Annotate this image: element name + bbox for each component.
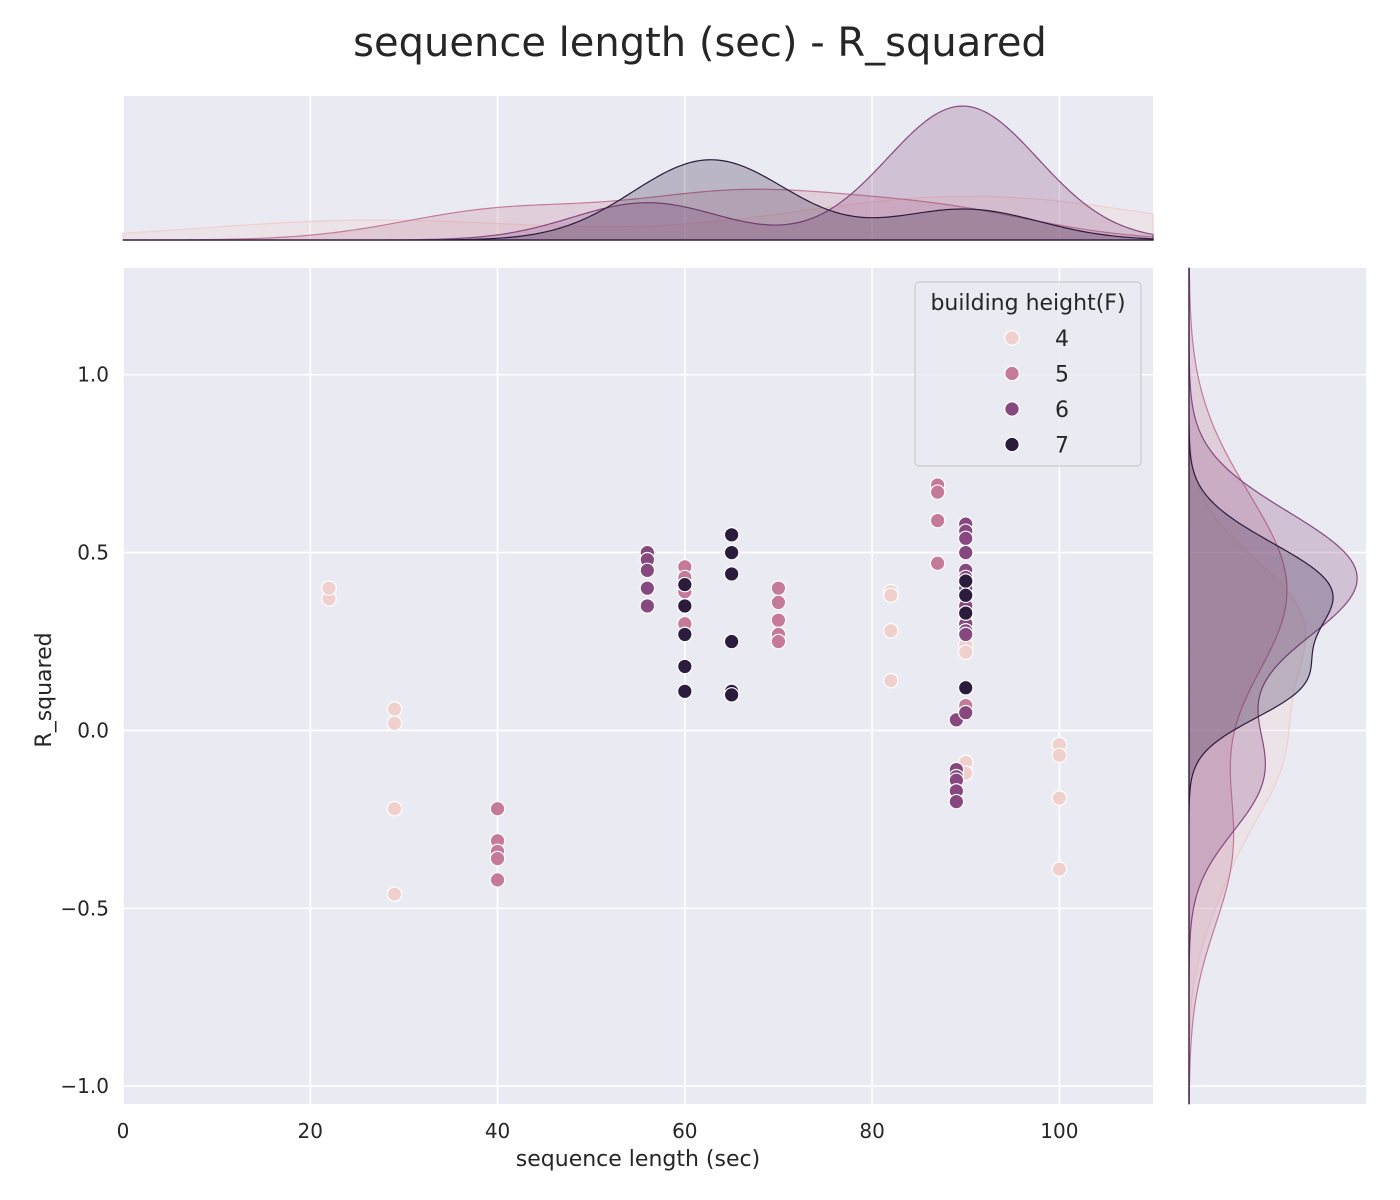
data-point bbox=[489, 872, 506, 888]
data-point bbox=[883, 623, 899, 639]
series-5 bbox=[489, 477, 974, 888]
data-point bbox=[677, 658, 693, 675]
x-tick-label: 100 bbox=[1040, 1119, 1078, 1143]
top-kde-5 bbox=[122, 188, 1154, 241]
right-kde-5 bbox=[1188, 267, 1288, 1105]
x-tick-label: 40 bbox=[485, 1119, 510, 1143]
right-marginal-kde bbox=[1188, 267, 1366, 1105]
data-point bbox=[770, 633, 787, 650]
data-point bbox=[929, 512, 946, 529]
data-point bbox=[883, 672, 899, 689]
series-7 bbox=[677, 527, 974, 703]
right-kde-7 bbox=[1188, 268, 1334, 1104]
legend-label: 5 bbox=[1055, 363, 1069, 388]
data-point bbox=[1051, 747, 1068, 764]
legend-title: building height(F) bbox=[930, 291, 1125, 316]
data-point bbox=[723, 544, 740, 561]
x-tick-label: 20 bbox=[298, 1119, 323, 1143]
data-point bbox=[957, 644, 974, 661]
data-point bbox=[929, 555, 946, 572]
data-point bbox=[957, 587, 974, 604]
y-tick-label: 0.0 bbox=[77, 718, 109, 742]
top-kde-7 bbox=[123, 159, 1154, 241]
legend: building height(F) 4 5 6 7 bbox=[914, 281, 1142, 467]
data-point bbox=[723, 527, 740, 543]
y-tick-label: −0.5 bbox=[60, 896, 109, 920]
data-point bbox=[723, 633, 740, 650]
data-point bbox=[386, 715, 403, 732]
data-point bbox=[957, 626, 974, 643]
data-point bbox=[639, 562, 656, 579]
data-point bbox=[639, 580, 656, 596]
x-tick-label: 0 bbox=[117, 1119, 130, 1143]
legend-marker bbox=[1004, 365, 1020, 382]
legend-marker bbox=[1004, 401, 1020, 417]
x-tick-label: 60 bbox=[672, 1119, 697, 1143]
y-tick-label: 1.0 bbox=[77, 363, 109, 387]
legend-label: 6 bbox=[1055, 398, 1069, 423]
data-point bbox=[770, 612, 787, 628]
data-point bbox=[321, 580, 337, 596]
data-point bbox=[770, 594, 787, 611]
data-point bbox=[957, 704, 974, 721]
y-axis-label: R_squared bbox=[32, 632, 57, 747]
data-point bbox=[948, 793, 965, 810]
data-point bbox=[489, 850, 506, 867]
data-point bbox=[386, 701, 403, 717]
data-point bbox=[386, 886, 403, 902]
right-marginal-area bbox=[1189, 268, 1366, 1104]
data-point bbox=[677, 576, 693, 593]
data-point bbox=[957, 530, 974, 547]
top-marginal-kde bbox=[122, 96, 1154, 241]
data-point bbox=[770, 580, 787, 596]
y-tick-label: 0.5 bbox=[77, 541, 109, 565]
data-point bbox=[386, 800, 403, 817]
legend-label: 7 bbox=[1055, 434, 1069, 459]
data-point bbox=[677, 683, 693, 700]
data-point bbox=[639, 598, 656, 614]
legend-label: 4 bbox=[1055, 327, 1069, 352]
data-point bbox=[677, 626, 693, 643]
x-tick-label: 80 bbox=[859, 1119, 884, 1143]
legend-marker bbox=[1004, 436, 1020, 453]
data-point bbox=[489, 800, 506, 817]
data-point bbox=[723, 687, 740, 703]
y-tick-label: −1.0 bbox=[60, 1074, 109, 1098]
data-point bbox=[677, 598, 693, 614]
chart-title: sequence length (sec) - R_squared bbox=[353, 20, 1047, 66]
data-point bbox=[957, 679, 974, 696]
top-kde-4 bbox=[122, 195, 1154, 241]
data-point bbox=[883, 587, 899, 604]
data-point bbox=[957, 544, 974, 561]
data-point bbox=[1051, 861, 1068, 878]
legend-marker bbox=[1004, 330, 1020, 346]
legend-box bbox=[914, 281, 1142, 467]
data-point bbox=[723, 566, 740, 582]
top-marginal-area bbox=[123, 96, 1153, 240]
x-axis-label: sequence length (sec) bbox=[516, 1147, 760, 1172]
data-point bbox=[957, 605, 974, 621]
data-point bbox=[957, 573, 974, 589]
data-point bbox=[1051, 790, 1068, 806]
data-point bbox=[929, 484, 946, 500]
